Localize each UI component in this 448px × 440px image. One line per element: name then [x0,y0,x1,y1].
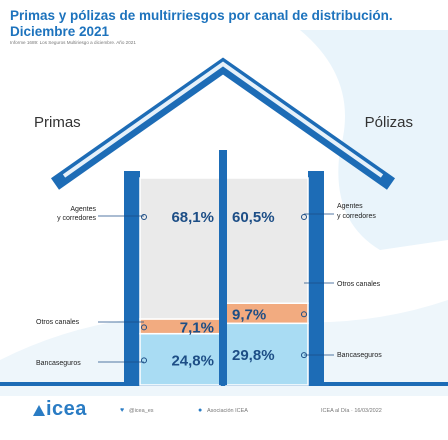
footer-source: ICEA al Día · 16/03/2022 [321,408,382,414]
category-label-primas: Primas [34,114,81,131]
bar-primas-bancaseguros [139,332,221,386]
twitter-icon: ♥ [120,407,125,414]
segment-labels: 24,8% 7,1% 68,1% 29,8% 9,7% 60,5% [141,209,307,369]
value-label-plizas-agentes-y-corredores: 60,5% [232,209,275,226]
connector-dot [301,311,307,318]
connector-dot [141,324,147,331]
category-label-polizas: Pólizas [365,114,413,131]
footer-logo: icea [46,398,87,420]
bar-plizas-agentes-y-corredores [225,177,309,304]
chart-subtitle: Informe 1689: Los Seguros Multiriesgo a … [10,40,136,45]
bars-polizas [225,177,309,386]
value-label-plizas-otros-canales: 9,7% [232,306,266,323]
value-label-plizas-bancaseguros: 29,8% [232,347,275,364]
chart-title: Primas y pólizas de multirriesgos por ca… [10,8,393,39]
connector-dot [141,214,147,220]
footer-linkedin[interactable]: Asociación ICEA [207,408,248,414]
side-label-left-otros-canales: Otros canales [36,319,80,326]
linkedin-icon: ● [198,407,203,414]
footer: icea ♥ @icea_es ● Asociación ICEA ICEA a… [0,396,448,430]
house-chart: Primas Pólizas 24,8% 7,1% 68,1% 29,8% 9,7% 60… [0,30,448,396]
side-label-right-bancaseguros: Bancaseguros [337,352,382,359]
house-divider [219,150,227,385]
icea-logo-icon [33,405,45,416]
footer-twitter[interactable]: @icea_es [129,408,154,414]
side-label-right-otros-canales: Otros canales [337,281,381,288]
side-labels: Agentes y corredores Otros canales Bancaseg… [36,203,382,367]
side-label-left-agentes-y-corredores: Agentes y corredores [57,206,96,222]
bar-primas-agentes-y-corredores [139,177,221,320]
connector-dot [141,357,147,364]
side-label-left-bancaseguros: Bancaseguros [36,360,81,367]
bars-primas [139,177,221,386]
value-label-primas-bancaseguros: 24,8% [171,352,214,369]
value-label-primas-agentes-y-corredores: 68,1% [171,209,214,226]
value-label-primas-otros-canales: 7,1% [180,319,214,336]
connector-dot [301,214,307,220]
side-label-right-agentes-y-corredores: Agentes y corredores [337,203,376,220]
